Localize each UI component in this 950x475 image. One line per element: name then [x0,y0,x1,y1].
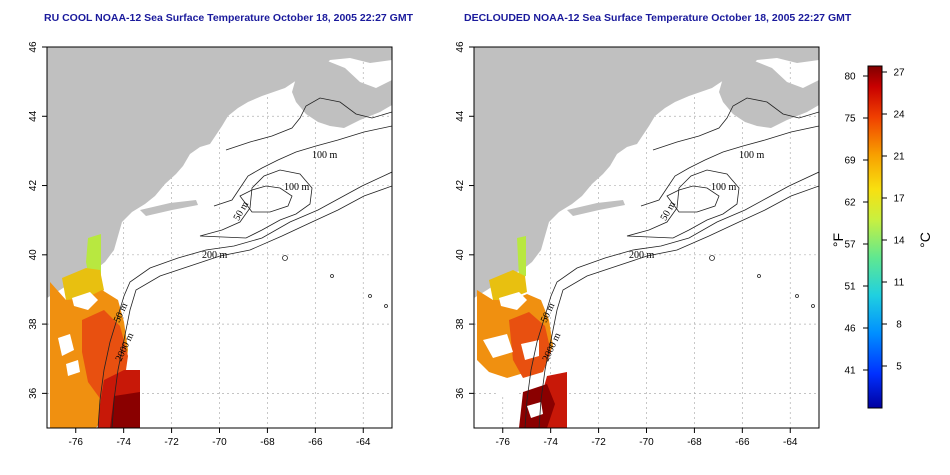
contour-label-100m-b: 100 m [711,182,737,193]
contour-label-100m-a: 100 m [739,150,765,161]
colorbar-f-tick-label: 57 [844,240,856,251]
contour-label-100m-a: 100 m [312,150,338,161]
colorbar-c-ticks: 27 24 21 17 14 11 8 5 [882,68,905,373]
contour-label-200m: 200 m [202,250,228,261]
colorbar-f-tick-label: 46 [844,324,856,335]
colorbar-c-tick-label: 11 [894,278,905,289]
colorbar-c-tick-label: 21 [893,152,905,163]
y-tick-label: 42 [455,180,466,192]
colorbar-unit-c: °C [917,232,933,248]
x-tick-label: -72 [591,437,606,448]
colorbar-c-tick-label: 27 [893,68,905,79]
y-tick-label: 38 [455,318,466,330]
sst-coastal-water [58,292,98,376]
colorbar-f-tick-label: 62 [844,198,856,209]
y-tick-label: 40 [28,249,39,261]
y-tick-label: 44 [455,110,466,122]
x-tick-label: -74 [116,437,131,448]
colorbar-f-tick-label: 75 [844,114,856,125]
y-tick-label: 44 [28,110,39,122]
y-tick-label: 36 [28,387,39,399]
x-tick-label: -66 [735,437,750,448]
y-tick-label: 42 [28,180,39,192]
colorbar-c-tick-label: 5 [896,362,902,373]
colorbar-unit-f: °F [830,233,846,247]
x-tick-label: -76 [69,437,84,448]
colorbar-c-tick-label: 8 [896,320,902,331]
colorbar-c-tick-label: 24 [893,110,905,121]
right-map: 100 m 100 m 50 m 200 m 50 m 2000 m -76 -7… [455,41,820,448]
colorbar-c-tick-label: 17 [893,194,905,205]
y-tick-label: 38 [28,318,39,330]
x-tick-label: -74 [543,437,558,448]
bathymetry-contours [97,97,392,428]
x-tick-label: -72 [164,437,179,448]
nova-scotia [292,58,392,128]
long-island [567,200,625,216]
colorbar-f-ticks: 80 75 69 62 57 51 46 41 [844,72,868,377]
sst-cloud-gaps [483,292,543,418]
sst-yellow [62,268,104,300]
colorbar-f-tick-label: 41 [844,366,856,377]
contour-label-200m: 200 m [629,250,655,261]
left-map-title: RU COOL NOAA-12 Sea Surface Temperature … [44,12,413,24]
sst-yellow-green [517,236,526,278]
y-tick-label: 46 [28,41,39,53]
nova-scotia [719,58,819,128]
colorbar: 80 75 69 62 57 51 46 41 27 24 21 17 14 11 8 5 °F °C [830,65,933,409]
x-tick-label: -66 [308,437,323,448]
contour-label-100m-b: 100 m [284,182,310,193]
x-tick-label: -68 [687,437,702,448]
left-map: 100 m 100 m 50 m 200 m 50 m 2000 m -76 -7… [28,41,393,448]
right-map-title: DECLOUDED NOAA-12 Sea Surface Temperatur… [464,12,852,24]
colorbar-f-tick-label: 80 [844,72,856,83]
long-island [140,200,198,216]
land-mass [47,47,392,298]
axis-ticks: -76 -74 -72 -70 -68 -66 -64 36 38 40 42 44 46 [28,41,371,448]
x-tick-label: -70 [212,437,227,448]
axis-ticks: -76 -74 -72 -70 -68 -66 -64 36 38 40 42 44 46 [455,41,798,448]
bathymetry-contours [524,97,819,428]
land-mass [474,47,819,298]
y-tick-label: 40 [455,249,466,261]
sst-dark-red [110,392,140,428]
x-tick-label: -68 [260,437,275,448]
colorbar-gradient [867,65,883,409]
x-tick-label: -76 [496,437,511,448]
colorbar-f-tick-label: 69 [844,156,856,167]
colorbar-f-tick-label: 51 [844,282,856,293]
x-tick-label: -64 [356,437,371,448]
y-tick-label: 46 [455,41,466,53]
x-tick-label: -70 [639,437,654,448]
x-tick-label: -64 [783,437,798,448]
colorbar-c-tick-label: 14 [893,236,905,247]
y-tick-label: 36 [455,387,466,399]
